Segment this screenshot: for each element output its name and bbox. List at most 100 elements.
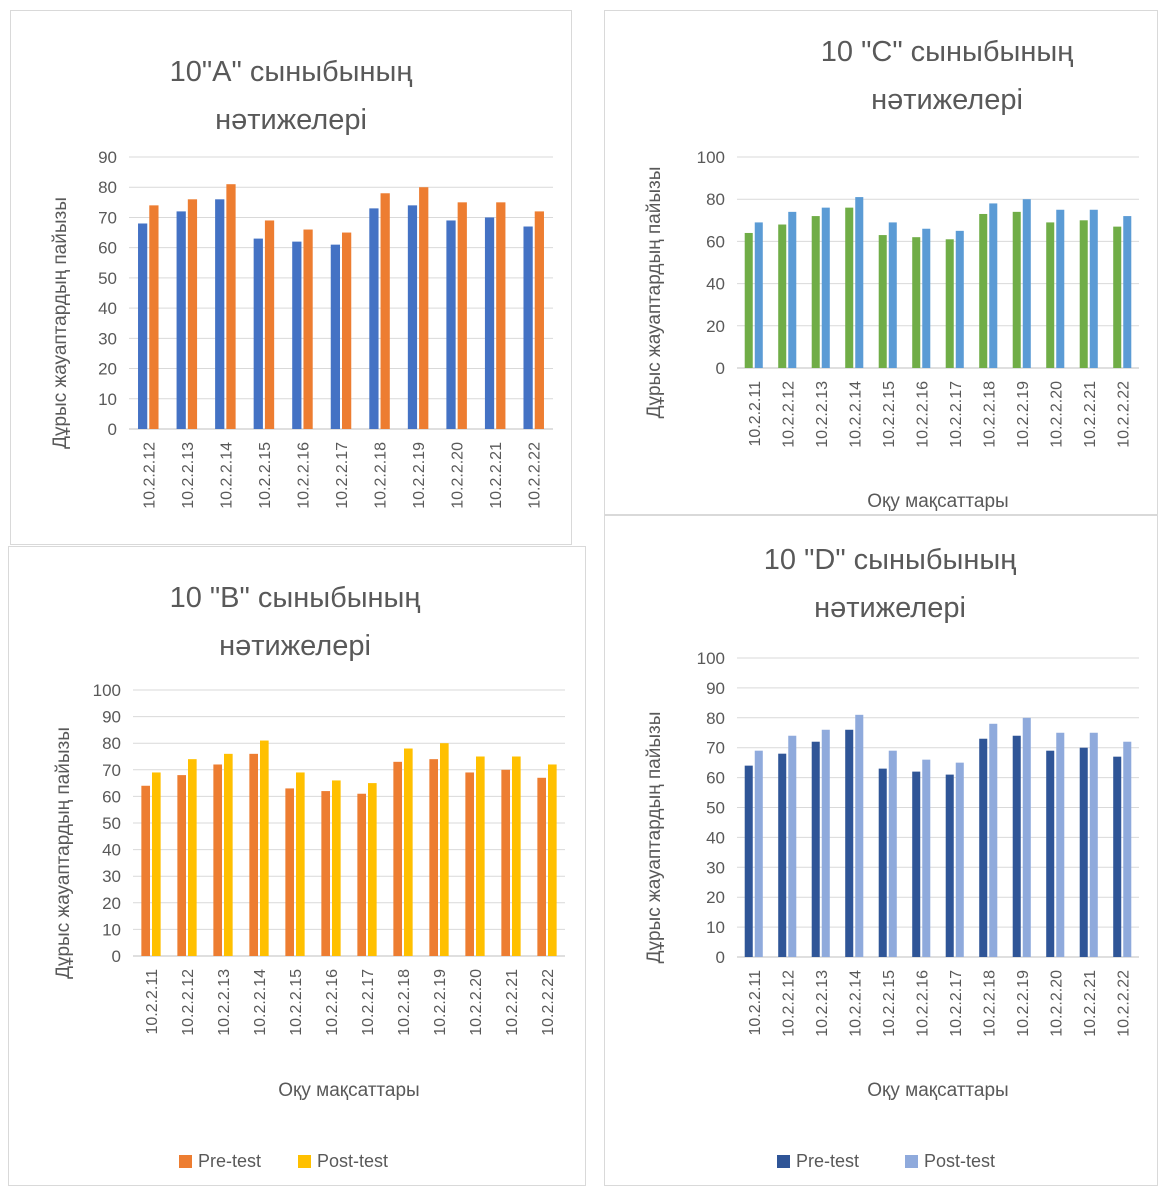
x-tick-label: 10.2.2.17: [948, 970, 965, 1037]
x-tick-label: 10.2.2.18: [396, 969, 413, 1036]
x-tick-label: 10.2.2.19: [1015, 381, 1032, 448]
y-tick-label: 0: [716, 948, 725, 967]
bar-series1: [537, 777, 546, 956]
bar-series1: [141, 785, 150, 956]
x-tick-label: 10.2.2.19: [411, 442, 428, 509]
y-tick-label: 0: [112, 947, 121, 966]
x-tick-label: 10.2.2.20: [1048, 970, 1065, 1037]
bar-series1: [845, 729, 854, 957]
y-tick-label: 40: [102, 841, 121, 860]
y-tick-label: 20: [98, 360, 117, 379]
bar-series2: [548, 764, 557, 956]
bar-series1: [215, 199, 225, 429]
bar-series1: [778, 753, 787, 957]
bar-series1: [744, 765, 753, 957]
chart-svg-10d: 10 "D" сыныбының нәтижелері 0 10 20 30 40 50 60 7…: [644, 544, 1139, 1171]
bar-series2: [1123, 216, 1132, 368]
bar-series2: [754, 750, 763, 957]
bar-series1: [744, 232, 753, 368]
x-tick-label: 10.2.2.19: [432, 969, 449, 1036]
x-tick-label: 10.2.2.14: [847, 970, 864, 1037]
bar-series1: [484, 217, 495, 429]
bar-series2: [855, 714, 864, 957]
x-tick-label: 10.2.2.12: [141, 442, 158, 509]
x-tick-label: 10.2.2.20: [450, 442, 467, 509]
bar-series1: [1012, 211, 1021, 368]
bar-series1: [778, 224, 787, 368]
bar-series1: [138, 223, 148, 429]
bar-series1: [393, 761, 402, 956]
bar-series1: [912, 237, 921, 368]
y-tick-label: 100: [697, 649, 725, 668]
legend-swatch: [179, 1155, 192, 1168]
bar-series1: [979, 738, 988, 957]
bar-series1: [501, 769, 510, 956]
bar-series1: [213, 764, 222, 956]
bar-series2: [955, 762, 964, 957]
y-tick-label: 50: [706, 799, 725, 818]
x-tick-label: 10.2.2.20: [468, 969, 485, 1036]
x-tick-label: 10.2.2.15: [881, 381, 898, 448]
chart-panel-10a: 10"A" сыныбының нәтижелері 0 10 20 30 40 50 60 70…: [10, 10, 572, 545]
bar-series1: [407, 205, 418, 429]
x-tick-label: 10.2.2.18: [373, 442, 390, 509]
x-tick-label: 10.2.2.16: [295, 442, 312, 509]
bar-series1: [292, 241, 302, 429]
x-tick-label: 10.2.2.14: [218, 442, 235, 509]
bar-series2: [404, 748, 413, 956]
x-tick-label: 10.2.2.21: [1082, 381, 1099, 448]
x-tick-label: 10.2.2.22: [540, 969, 557, 1036]
y-tick-label: 10: [706, 918, 725, 937]
bar-series2: [1056, 732, 1065, 957]
bar-series1: [1046, 750, 1055, 957]
x-tick-label: 10.2.2.14: [252, 969, 269, 1036]
bar-series2: [788, 211, 797, 368]
bar-series1: [811, 741, 820, 957]
bar-series2: [342, 232, 352, 429]
bar-series2: [152, 772, 161, 956]
y-tick-label: 80: [98, 178, 117, 197]
bar-series2: [1123, 741, 1132, 957]
y-tick-label: 60: [706, 232, 725, 251]
x-tick-label: 10.2.2.16: [324, 969, 341, 1036]
y-axis-label: Дұрыс жауаптардың пайызы: [53, 727, 74, 979]
bar-series1: [523, 226, 533, 429]
bar-series2: [512, 756, 521, 956]
bar-series1: [1079, 220, 1088, 368]
x-tick-label: 10.2.2.12: [780, 970, 797, 1037]
bar-series2: [419, 187, 429, 429]
y-tick-label: 50: [98, 269, 117, 288]
bar-series1: [357, 793, 366, 956]
bar-series2: [187, 199, 198, 429]
y-tick-label: 70: [98, 208, 117, 227]
bar-series2: [1089, 209, 1098, 368]
chart-title-line: 10"A" сыныбының: [170, 56, 413, 88]
y-tick-label: 40: [706, 275, 725, 294]
x-tick-label: 10.2.2.11: [747, 970, 764, 1036]
y-tick-label: 90: [98, 148, 117, 167]
chart-title-line: нәтижелері: [219, 630, 371, 662]
x-tick-label: 10.2.2.21: [1082, 970, 1099, 1037]
bar-series2: [226, 184, 236, 429]
legend-label: Post-test: [317, 1151, 388, 1171]
x-tick-label: 10.2.2.17: [360, 969, 377, 1036]
bar-series1: [979, 213, 988, 368]
y-tick-label: 20: [706, 317, 725, 336]
bar-series1: [878, 235, 887, 368]
x-tick-label: 10.2.2.15: [257, 442, 274, 509]
bar-series2: [989, 203, 998, 368]
x-tick-label: 10.2.2.22: [1115, 970, 1132, 1037]
chart-panel-10d: 10 "D" сыныбының нәтижелері 0 10 20 30 40 50 60 7…: [604, 515, 1158, 1186]
bar-series1: [253, 238, 263, 429]
bar-series1: [249, 753, 258, 956]
x-tick-label: 10.2.2.11: [747, 381, 764, 447]
y-tick-label: 50: [102, 814, 121, 833]
chart-title-line: нәтижелері: [871, 84, 1023, 116]
bar-series2: [224, 753, 233, 956]
y-tick-label: 30: [706, 858, 725, 877]
y-tick-label: 90: [102, 708, 121, 727]
x-tick-label: 10.2.2.13: [180, 442, 197, 509]
bar-series1: [176, 211, 186, 429]
bar-series1: [446, 220, 456, 429]
bar-series2: [476, 756, 485, 956]
